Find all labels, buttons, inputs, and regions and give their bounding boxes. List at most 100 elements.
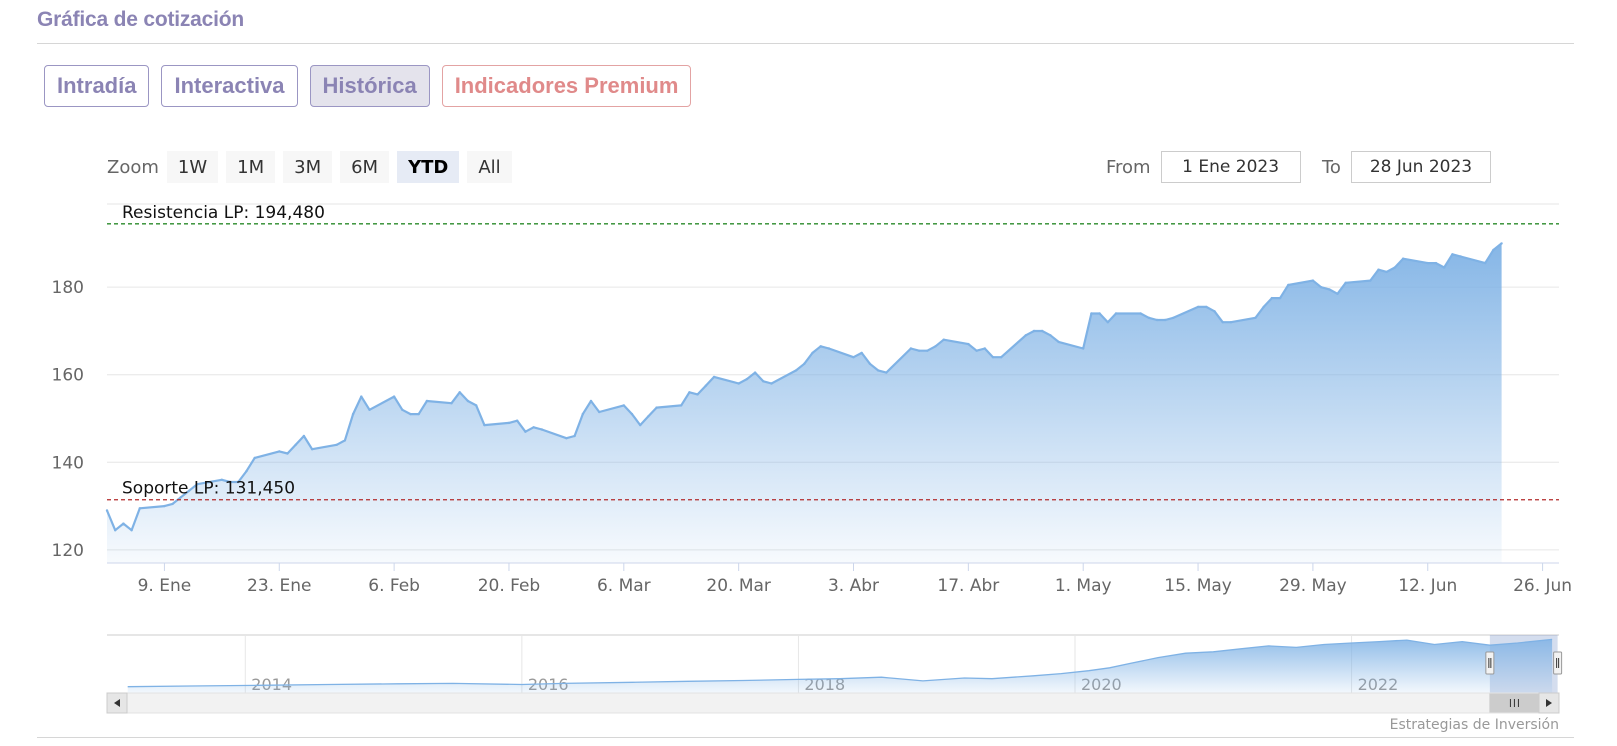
price-point[interactable] (228, 480, 232, 484)
price-point[interactable] (1098, 312, 1101, 315)
zoom-6m-button[interactable]: 6M (340, 151, 390, 183)
price-point[interactable] (368, 408, 371, 411)
price-point[interactable] (917, 349, 921, 352)
price-point[interactable] (1254, 316, 1257, 319)
price-point[interactable] (163, 504, 166, 508)
price-point[interactable] (1426, 261, 1429, 265)
price-point[interactable] (278, 450, 281, 453)
price-point[interactable] (1336, 292, 1339, 295)
price-point[interactable] (196, 483, 199, 486)
price-point[interactable] (1311, 279, 1315, 282)
zoom-3m-button[interactable]: 3M (283, 151, 333, 183)
price-point[interactable] (1459, 255, 1462, 258)
price-point[interactable] (310, 448, 314, 451)
price-point[interactable] (794, 369, 798, 372)
price-point[interactable] (885, 371, 888, 374)
price-point[interactable] (1492, 248, 1495, 252)
price-point[interactable] (1385, 270, 1388, 274)
price-point[interactable] (1196, 305, 1200, 309)
price-point[interactable] (245, 469, 248, 473)
price-point[interactable] (762, 380, 765, 383)
price-point[interactable] (983, 347, 986, 350)
price-point[interactable] (466, 399, 470, 403)
price-point[interactable] (360, 395, 363, 398)
price-point[interactable] (1451, 253, 1454, 256)
price-point[interactable] (680, 404, 683, 407)
price-point[interactable] (1049, 334, 1052, 337)
price-point[interactable] (138, 507, 141, 510)
price-point[interactable] (1155, 318, 1159, 322)
price-point[interactable] (220, 478, 223, 481)
price-point[interactable] (926, 349, 929, 352)
price-point[interactable] (967, 342, 970, 346)
tab-interactiva[interactable]: Interactiva (161, 65, 298, 107)
price-point[interactable] (1024, 334, 1028, 337)
price-point[interactable] (647, 415, 650, 418)
price-point[interactable] (335, 443, 338, 446)
price-point[interactable] (868, 362, 872, 365)
tab-intradia[interactable]: Intradía (44, 65, 150, 107)
price-point[interactable] (1377, 268, 1380, 271)
price-point[interactable] (532, 426, 535, 429)
price-point[interactable] (753, 371, 757, 374)
price-point[interactable] (1082, 347, 1085, 350)
price-point[interactable] (1139, 312, 1142, 315)
price-point[interactable] (589, 399, 593, 403)
price-point[interactable] (409, 412, 412, 416)
price-point[interactable] (975, 349, 978, 352)
price-point[interactable] (1328, 288, 1331, 291)
price-point[interactable] (343, 439, 347, 442)
price-point[interactable] (286, 452, 289, 455)
price-point[interactable] (1278, 296, 1282, 300)
price-point[interactable] (392, 395, 396, 398)
price-point[interactable] (425, 399, 429, 403)
price-point[interactable] (253, 456, 256, 460)
price-point[interactable] (811, 351, 814, 355)
price-point[interactable] (458, 391, 461, 394)
price-point[interactable] (1443, 266, 1446, 269)
price-point[interactable] (294, 443, 297, 446)
price-point[interactable] (1106, 321, 1110, 324)
tab-indicadores-premium[interactable]: Indicadores Premium (441, 65, 692, 107)
handle-grip[interactable] (1485, 651, 1495, 675)
price-point[interactable] (114, 529, 117, 532)
handle-grip[interactable] (1553, 651, 1563, 675)
price-point[interactable] (1090, 312, 1093, 315)
price-point[interactable] (745, 377, 749, 381)
price-point[interactable] (852, 356, 855, 359)
price-point[interactable] (934, 345, 937, 348)
scrollbar-track[interactable] (106, 692, 1560, 714)
price-point[interactable] (688, 391, 691, 394)
price-point[interactable] (1172, 316, 1175, 319)
price-point[interactable] (401, 408, 404, 411)
price-point[interactable] (105, 509, 109, 512)
price-point[interactable] (1401, 257, 1405, 260)
price-point[interactable] (598, 410, 601, 414)
price-point[interactable] (827, 347, 831, 350)
price-point[interactable] (1344, 281, 1347, 284)
price-point[interactable] (770, 382, 773, 385)
price-point[interactable] (1000, 356, 1003, 359)
price-point[interactable] (622, 404, 625, 407)
zoom-all-button[interactable]: All (467, 151, 512, 183)
price-point[interactable] (573, 434, 576, 438)
price-point[interactable] (1114, 312, 1118, 315)
price-point[interactable] (737, 382, 740, 385)
price-point[interactable] (475, 404, 478, 407)
price-point[interactable] (1213, 310, 1216, 313)
price-point[interactable] (565, 437, 568, 440)
price-point[interactable] (581, 412, 584, 416)
zoom-ytd-button[interactable]: YTD (397, 151, 460, 183)
price-point[interactable] (171, 502, 174, 506)
navigator-handle-left[interactable] (1485, 651, 1495, 675)
price-point[interactable] (860, 351, 863, 355)
price-point[interactable] (1221, 321, 1224, 324)
price-point[interactable] (351, 412, 355, 416)
price-point[interactable] (655, 406, 658, 409)
price-point[interactable] (1057, 340, 1060, 344)
price-point[interactable] (302, 434, 306, 438)
price-point[interactable] (483, 423, 486, 427)
price-point[interactable] (130, 529, 133, 532)
price-point[interactable] (122, 522, 125, 525)
price-point[interactable] (1229, 321, 1233, 324)
